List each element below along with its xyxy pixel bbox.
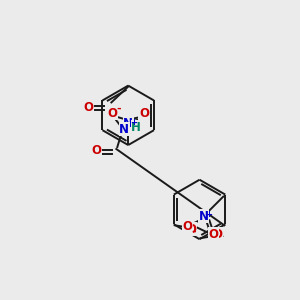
Text: +: + xyxy=(205,210,212,219)
Text: N: N xyxy=(199,210,208,223)
Text: -: - xyxy=(191,227,196,237)
Text: N: N xyxy=(119,123,129,136)
Text: +: + xyxy=(130,118,137,127)
Text: O: O xyxy=(84,101,94,114)
Text: O: O xyxy=(208,228,218,241)
Text: O: O xyxy=(183,220,193,233)
Text: -: - xyxy=(116,103,121,113)
Text: O: O xyxy=(139,107,149,120)
Text: H: H xyxy=(131,121,141,134)
Text: O: O xyxy=(187,223,196,236)
Text: O: O xyxy=(212,228,222,241)
Text: O: O xyxy=(107,107,117,120)
Text: N: N xyxy=(123,117,133,130)
Text: O: O xyxy=(92,145,101,158)
